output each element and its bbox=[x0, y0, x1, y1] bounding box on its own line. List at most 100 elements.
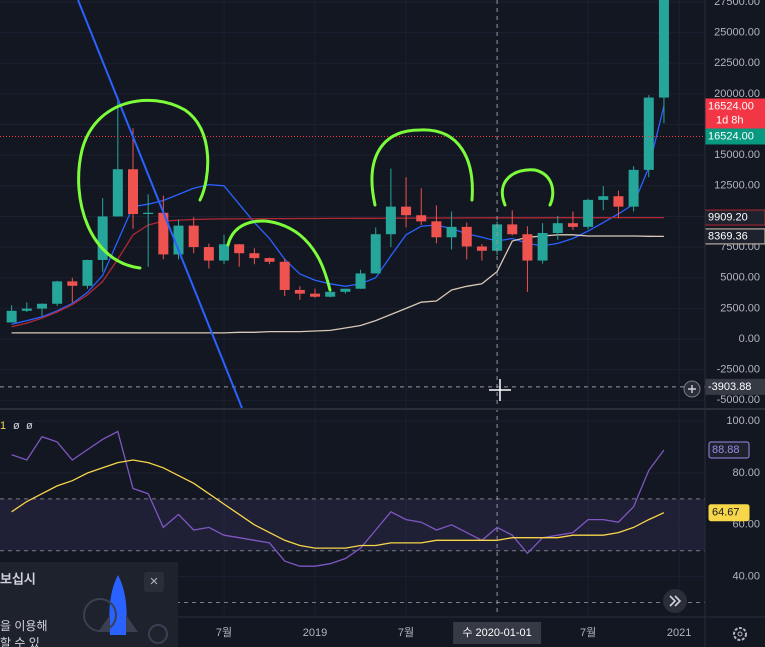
candle-body bbox=[567, 223, 578, 227]
candle-body bbox=[431, 221, 442, 238]
drawings bbox=[77, 0, 555, 408]
y-tick-label: 60.00 bbox=[732, 519, 760, 531]
candle-body bbox=[67, 281, 78, 286]
y-tick-label: 25000.00 bbox=[714, 27, 760, 39]
gear-icon[interactable] bbox=[733, 627, 747, 641]
popup-close[interactable]: × bbox=[150, 573, 159, 590]
candle-body bbox=[552, 223, 563, 233]
cursor-cross bbox=[489, 379, 511, 401]
rocket-illustration bbox=[83, 575, 168, 644]
freehand bbox=[77, 98, 555, 292]
candle-body bbox=[234, 244, 245, 254]
candle-body bbox=[643, 97, 654, 170]
candle-body bbox=[128, 169, 138, 214]
x-tick-label: 2019 bbox=[303, 627, 327, 639]
freehand-arc bbox=[370, 128, 474, 207]
candle-body bbox=[249, 253, 260, 259]
candle-body bbox=[507, 224, 518, 235]
indicator-line bbox=[11, 234, 664, 334]
candle-body bbox=[112, 169, 123, 217]
trend-line bbox=[77, 0, 243, 408]
candle-body bbox=[461, 226, 472, 247]
popup-close-button[interactable] bbox=[144, 572, 164, 592]
indicator-line bbox=[11, 459, 665, 549]
price-tag-label: 9909.20 bbox=[708, 211, 748, 223]
candle-body bbox=[537, 232, 548, 261]
add-icon bbox=[688, 385, 696, 393]
candle-body bbox=[188, 225, 199, 248]
candle-body bbox=[370, 234, 381, 274]
freehand-circle bbox=[77, 98, 210, 270]
candle-body bbox=[522, 234, 533, 261]
price-tag-label: 8369.36 bbox=[708, 230, 748, 242]
price-tag bbox=[704, 98, 765, 130]
x-tick-label: 7월 bbox=[398, 626, 414, 639]
indicator-legend: ø bbox=[13, 420, 20, 432]
indicator-line bbox=[11, 105, 665, 325]
y-tick-label: 12500.00 bbox=[714, 180, 760, 192]
y-tick-label: 2500.00 bbox=[720, 302, 760, 314]
candle-body bbox=[598, 196, 609, 200]
candle-body bbox=[340, 288, 351, 292]
freehand-arc bbox=[500, 168, 555, 207]
popup-text: 을 이용해 bbox=[0, 619, 48, 633]
candle-body bbox=[583, 199, 594, 227]
candle-body bbox=[355, 273, 366, 289]
candle-body bbox=[21, 308, 32, 311]
candle-body bbox=[658, 0, 669, 98]
freehand-arc bbox=[226, 219, 332, 292]
candle-body bbox=[628, 169, 639, 207]
popup-title: 보십시 bbox=[0, 571, 36, 586]
crosshair-date-label: 수 2020-01-01 bbox=[462, 626, 531, 639]
y-tick-label: -5000.00 bbox=[717, 394, 760, 406]
rocket-cloud bbox=[83, 598, 117, 632]
scroll-button[interactable] bbox=[663, 589, 687, 613]
candle-body bbox=[219, 244, 230, 261]
crosshair-price-label: -3903.88 bbox=[708, 381, 751, 393]
y-tick-label: 80.00 bbox=[732, 467, 760, 479]
y-tick-label: 100.00 bbox=[726, 415, 760, 427]
indicator-line bbox=[11, 430, 665, 567]
x-tick-label: 2021 bbox=[667, 627, 691, 639]
promo-popup: 보십시 을 이용해 할 수 있 × bbox=[0, 562, 178, 647]
indicator-legend: 1 bbox=[0, 420, 6, 432]
y-tick-label: 20000.00 bbox=[714, 88, 760, 100]
rocket-body bbox=[109, 575, 127, 635]
gear-hub bbox=[737, 631, 743, 637]
candle-body bbox=[52, 281, 63, 304]
indicator-legend: ø bbox=[26, 420, 33, 432]
axes: 7월 2019 7월 7월 2021 -5000.00 -2500.00 0.00 2500.0… bbox=[216, 0, 765, 644]
candle-body bbox=[310, 293, 321, 297]
candle-body bbox=[173, 225, 184, 255]
y-tick-label: 5000.00 bbox=[720, 272, 760, 284]
price-tag-label: 16524.00 bbox=[708, 100, 754, 112]
candle-body bbox=[385, 206, 396, 235]
candle-body bbox=[613, 196, 624, 207]
indicator-pane bbox=[0, 410, 705, 616]
candle-body bbox=[325, 291, 336, 297]
candle-body bbox=[203, 247, 214, 261]
x-tick-label: 7월 bbox=[216, 626, 232, 639]
candle-body bbox=[143, 212, 154, 214]
crosshair-price-tag bbox=[705, 378, 765, 395]
candle-body bbox=[6, 310, 17, 323]
candle-body bbox=[294, 289, 305, 294]
price-tag-countdown: 1d 8h bbox=[716, 114, 744, 126]
y-tick-label: 15000.00 bbox=[714, 149, 760, 161]
crosshair-date-tag bbox=[453, 622, 542, 644]
candle-body bbox=[279, 261, 290, 290]
y-tick-label: 40.00 bbox=[732, 571, 760, 583]
indicator-line bbox=[11, 216, 664, 328]
value-tag bbox=[708, 504, 750, 522]
candle-body bbox=[264, 258, 275, 262]
candle-body bbox=[446, 226, 457, 238]
price-pane bbox=[0, 0, 705, 408]
settings-button[interactable] bbox=[733, 627, 747, 641]
price-tag-label: 16524.00 bbox=[708, 130, 754, 142]
value-tag-label: 64.67 bbox=[712, 507, 740, 519]
rocket-cloud bbox=[148, 624, 168, 644]
add-button[interactable] bbox=[683, 380, 701, 398]
